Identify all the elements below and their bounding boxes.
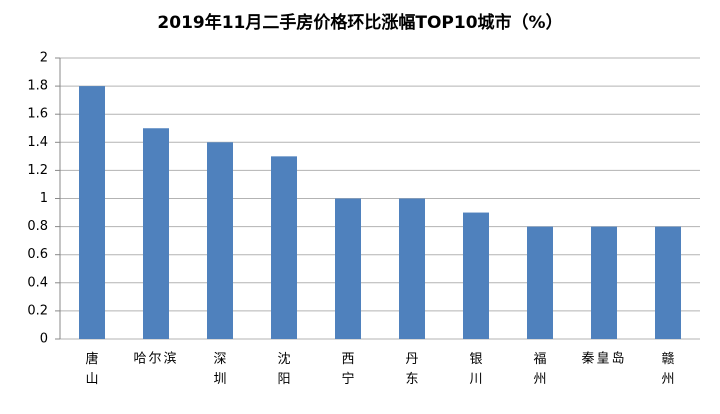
x-tick-label: 秦皇岛 xyxy=(581,351,626,367)
bar xyxy=(335,198,361,339)
y-tick-label: 1.8 xyxy=(27,79,48,94)
bar xyxy=(207,142,233,339)
y-tick-label: 1.2 xyxy=(27,163,48,178)
y-tick-label: 0.6 xyxy=(27,247,48,262)
y-tick-label: 0 xyxy=(40,332,48,347)
x-tick-label: 哈尔滨 xyxy=(133,351,178,367)
x-tick-label: 沈阳 xyxy=(277,352,290,387)
y-tick-label: 2 xyxy=(40,51,48,66)
bar xyxy=(271,156,297,339)
bar xyxy=(143,128,169,339)
x-tick-label: 赣州 xyxy=(661,352,674,387)
x-tick-label: 福州 xyxy=(533,352,546,387)
chart-title: 2019年11月二手房价格环比涨幅TOP10城市（%） xyxy=(157,12,562,33)
bar xyxy=(527,226,553,339)
y-tick-label: 1 xyxy=(40,191,48,206)
x-tick-label: 银川 xyxy=(469,352,482,387)
bar xyxy=(399,198,425,339)
x-tick-label: 唐山 xyxy=(85,351,98,387)
x-tick-label: 丹东 xyxy=(405,352,418,387)
bar xyxy=(655,226,681,339)
y-tick-label: 0.2 xyxy=(27,303,48,318)
bar xyxy=(591,226,617,339)
x-tick-label: 西宁 xyxy=(341,352,354,387)
y-tick-label: 0.8 xyxy=(27,219,48,234)
y-tick-label: 0.4 xyxy=(27,275,48,290)
bar xyxy=(79,86,105,339)
y-tick-label: 1.6 xyxy=(27,107,48,122)
x-tick-label: 深圳 xyxy=(213,352,226,387)
y-tick-label: 1.4 xyxy=(27,135,48,150)
bar xyxy=(463,212,489,339)
